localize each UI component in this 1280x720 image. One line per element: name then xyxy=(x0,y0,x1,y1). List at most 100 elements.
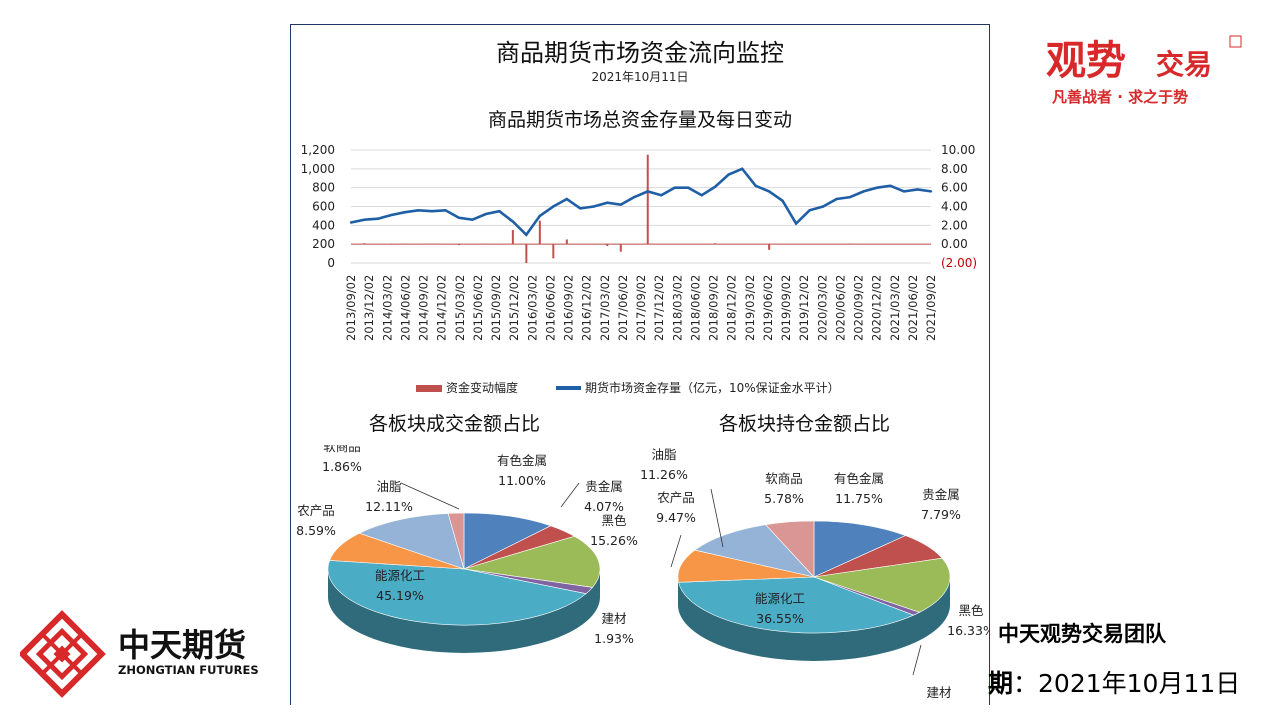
pie-value-label: 5.78% xyxy=(764,491,804,506)
x-tick: 2017/12/02 xyxy=(652,275,666,341)
legend-label-stock: 期货市场资金存量（亿元，10%保证金水平计） xyxy=(585,380,840,395)
x-tick: 2016/09/02 xyxy=(562,275,576,341)
pie-label: 建材 xyxy=(926,685,951,700)
y-left-tick: 600 xyxy=(312,200,335,214)
pie-slice xyxy=(463,512,552,570)
pie-slice xyxy=(358,513,465,570)
stock-point xyxy=(633,195,636,199)
report-title: 商品期货市场资金流向监控 xyxy=(496,39,784,67)
x-tick: 2014/09/02 xyxy=(417,275,431,341)
x-tick: 2018/12/02 xyxy=(725,275,739,341)
footer-date-value: 2021年10月11日 xyxy=(1038,669,1241,698)
stock-point xyxy=(430,210,434,213)
x-tick: 2016/12/02 xyxy=(580,275,594,341)
legend-label-change: 资金变动幅度 xyxy=(446,380,518,395)
stock-point xyxy=(835,197,838,201)
pie-value-label: 8.59% xyxy=(296,523,336,538)
pie-slices xyxy=(327,512,601,626)
y-left-tick: 400 xyxy=(312,218,335,232)
x-tick: 2014/12/02 xyxy=(435,275,449,341)
stock-point xyxy=(363,218,366,221)
stock-point xyxy=(902,190,906,193)
line-chart-title: 商品期货市场总资金存量及每日变动 xyxy=(487,109,792,131)
x-tick: 2015/09/02 xyxy=(489,275,503,341)
x-tick: 2020/06/02 xyxy=(833,275,847,341)
x-tick: 2018/06/02 xyxy=(688,275,702,341)
pie-1: 有色金属 11.00% 贵金属 4.07%黑色 15.26% 建材 1.93% 能源化工 45.… xyxy=(296,445,638,653)
fund-line-chart: 1,200 1,000 800 600 400 200 0 10.00 8.00 6.00 4.00… xyxy=(301,143,977,395)
leader-line xyxy=(670,534,682,568)
pie-slices xyxy=(677,520,951,634)
svg-text:中天期货: 中天期货 xyxy=(118,626,246,664)
pie-label: 油脂 xyxy=(651,447,676,462)
x-tick: 2014/06/02 xyxy=(398,275,412,341)
pie-slice xyxy=(327,560,587,626)
x-tick: 2018/09/02 xyxy=(707,275,721,341)
stock-point xyxy=(349,221,353,224)
stock-point xyxy=(794,222,798,225)
stock-point xyxy=(511,220,515,223)
x-tick: 2019/09/02 xyxy=(779,275,793,341)
pie-slice xyxy=(765,520,815,578)
stock-point xyxy=(525,233,528,236)
pie-label: 农产品 xyxy=(297,503,335,518)
pie-label: 有色金属 xyxy=(834,471,884,486)
pie-label: 软商品 xyxy=(323,445,361,454)
x-tick: 2020/03/02 xyxy=(815,275,829,341)
stock-point xyxy=(457,216,461,219)
x-tick: 2015/12/02 xyxy=(507,275,521,341)
leader-line xyxy=(710,488,724,548)
x-tick: 2014/03/02 xyxy=(380,275,394,341)
stock-point xyxy=(875,186,879,189)
stock-point xyxy=(754,184,757,187)
pie-label: 农产品 xyxy=(657,490,695,505)
stock-point xyxy=(740,167,744,171)
x-tick: 2019/03/02 xyxy=(743,275,757,341)
stock-point xyxy=(538,214,542,218)
stock-point xyxy=(767,190,771,193)
pie-label: 能源化工 xyxy=(755,591,805,606)
pie1-title: 各板块成交金额占比 xyxy=(369,413,541,435)
pie-2: 有色金属11.75%贵金属7.79%黑色16.33%建材1.08%能源化工36.… xyxy=(640,447,989,700)
x-tick: 2020/12/02 xyxy=(870,275,884,341)
pie-slice xyxy=(693,524,815,578)
pie-slice xyxy=(463,535,601,588)
report-date: 2021年10月11日 xyxy=(591,70,689,84)
stock-point xyxy=(592,205,595,208)
zhongtian-logo-mark: 中天期货 ZHONGTIAN FUTURES xyxy=(18,610,259,698)
x-tick: 2013/09/02 xyxy=(344,275,358,341)
pie-value-label: 1.86% xyxy=(322,459,362,474)
stock-point xyxy=(687,186,690,189)
stock-point xyxy=(700,194,703,197)
pie-label: 建材 xyxy=(601,611,626,626)
stock-point xyxy=(929,190,933,193)
svg-text:ZHONGTIAN FUTURES: ZHONGTIAN FUTURES xyxy=(118,663,259,677)
stock-point xyxy=(713,185,717,188)
leader-line xyxy=(560,482,580,508)
stock-point xyxy=(889,184,892,187)
y-right-tick: 8.00 xyxy=(941,162,968,176)
x-tick: 2021/06/02 xyxy=(906,275,920,341)
stock-point xyxy=(673,186,676,189)
pie2-title: 各板块持仓金额占比 xyxy=(719,413,891,435)
stock-point xyxy=(444,209,447,212)
stock-point xyxy=(376,217,380,220)
y-right-tick: 2.00 xyxy=(941,218,968,232)
stock-point xyxy=(619,203,622,206)
pie-label: 有色金属 xyxy=(497,453,547,468)
stock-point xyxy=(403,210,407,214)
stock-point xyxy=(646,190,649,193)
stock-point xyxy=(821,205,825,208)
stock-point xyxy=(808,209,811,212)
report-panel: 商品期货市场资金流向监控 2021年10月11日 商品期货市场总资金存量及每日变… xyxy=(290,24,990,705)
team-name: 中天观势交易团队 xyxy=(998,622,1166,646)
x-tick: 2019/06/02 xyxy=(761,275,775,341)
stock-point xyxy=(606,201,609,204)
x-tick: 2016/03/02 xyxy=(525,275,539,341)
stock-line xyxy=(350,167,932,237)
x-tick: 2013/12/02 xyxy=(362,275,376,341)
footer-date: 期：2021年10月11日 xyxy=(988,664,1240,700)
stock-point xyxy=(727,173,730,176)
pie-label: 黑色 xyxy=(958,603,984,618)
